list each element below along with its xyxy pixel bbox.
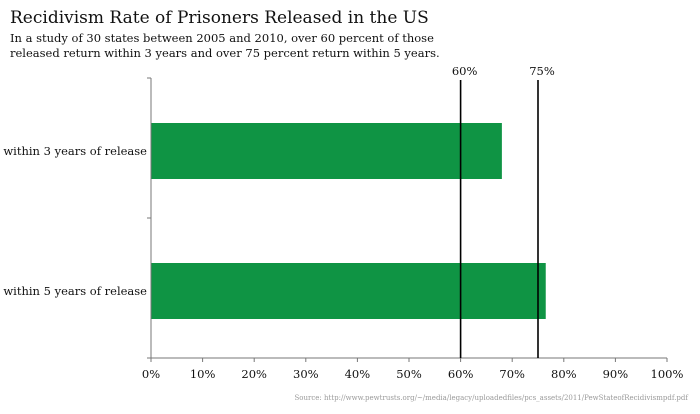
x-tick-label: 20% bbox=[241, 367, 267, 381]
category-label: within 5 years of release bbox=[3, 284, 147, 298]
bar bbox=[151, 263, 546, 319]
chart-title: Recidivism Rate of Prisoners Released in… bbox=[10, 8, 429, 28]
x-tick-label: 100% bbox=[651, 367, 684, 381]
x-tick-label: 90% bbox=[603, 367, 629, 381]
x-tick-label: 80% bbox=[551, 367, 577, 381]
x-tick-label: 40% bbox=[345, 367, 371, 381]
x-tick-label: 0% bbox=[142, 367, 160, 381]
chart-subtitle: In a study of 30 states between 2005 and… bbox=[10, 31, 440, 60]
source-note: Source: http://www.pewtrusts.org/~/media… bbox=[294, 394, 688, 402]
category-label: within 3 years of release bbox=[3, 144, 147, 158]
reference-line-label: 75% bbox=[529, 64, 555, 78]
x-tick-label: 60% bbox=[448, 367, 474, 381]
x-tick-label: 30% bbox=[293, 367, 319, 381]
x-tick-label: 70% bbox=[499, 367, 525, 381]
reference-line-label: 60% bbox=[452, 64, 478, 78]
bar bbox=[151, 123, 502, 179]
x-tick-label: 50% bbox=[396, 367, 422, 381]
x-tick-label: 10% bbox=[190, 367, 216, 381]
